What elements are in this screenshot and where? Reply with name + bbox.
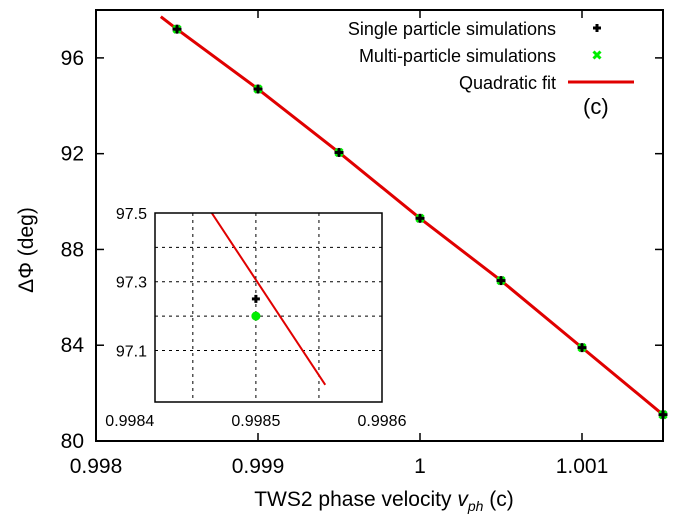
inset-frame [154, 212, 383, 403]
inset-fit-line [210, 213, 327, 386]
single-particle-point [496, 276, 506, 286]
y-tick-label: 80 [61, 430, 84, 453]
inset-background [155, 213, 382, 402]
single-particle-point [658, 410, 668, 420]
legend-marker-d2 [592, 50, 602, 60]
legend: Single particle simulations Multi-particl… [348, 19, 634, 93]
legend-marker [593, 24, 601, 32]
y-tick-label: 84 [61, 334, 85, 357]
legend-label: Single particle simulations [348, 19, 556, 39]
single-particle-point [577, 343, 587, 353]
x-tick-label: 0.998 [70, 455, 123, 478]
x-axis-label: TWS2 phase velocity vph (c) [254, 488, 514, 516]
single-particle-point [172, 24, 182, 34]
y-tick-label: 96 [61, 47, 84, 70]
x-tick-label: 0.999 [232, 455, 285, 478]
y-axis-label: ΔΦ (deg) [15, 207, 38, 293]
inset-y-tick-label: 97.5 [116, 206, 147, 223]
y-tick-label: 92 [61, 143, 84, 166]
panel-annotation: (c) [583, 94, 609, 119]
main-plot-frame [95, 9, 664, 442]
inset-y-tick-label: 97.3 [116, 275, 147, 292]
inset-plot: 97.1 97.3 97.5 0.9984 0.9985 0.9986 [105, 206, 406, 430]
single-particle-point [415, 213, 425, 223]
x-tick-label: 1.001 [556, 455, 609, 478]
inset-x-tick-label: 0.9985 [231, 413, 280, 430]
legend-label: Quadratic fit [459, 73, 556, 93]
inset-multi-particle-point [251, 311, 261, 321]
legend-marker [592, 50, 602, 60]
legend-label: Multi-particle simulations [359, 46, 556, 66]
inset-x-tick-label: 0.9984 [105, 413, 154, 430]
single-particle-point [334, 147, 344, 157]
y-tick-label: 88 [61, 238, 84, 261]
inset-x-tick-label: 0.9986 [358, 413, 407, 430]
inset-single-particle-point [251, 294, 260, 303]
inset-y-tick-label: 97.1 [116, 343, 147, 360]
x-tick-label: 1 [414, 455, 426, 478]
main-plot: 0.998 0.999 1 1.001 80 84 88 92 96 [61, 9, 668, 478]
single-particle-point [253, 84, 263, 94]
